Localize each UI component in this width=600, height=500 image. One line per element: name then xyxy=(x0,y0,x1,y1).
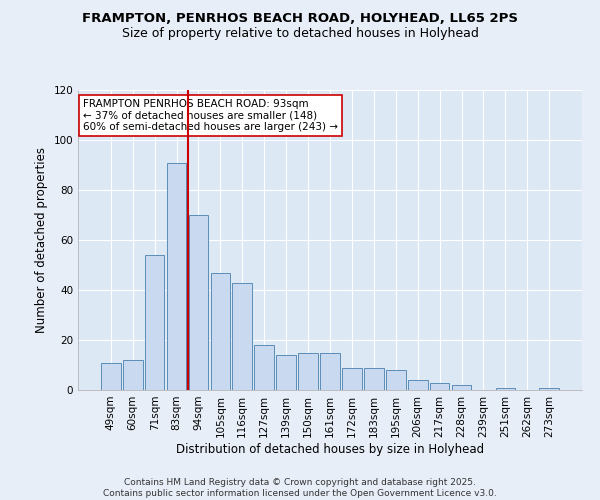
Bar xyxy=(342,368,362,390)
Bar xyxy=(123,360,143,390)
Bar xyxy=(496,388,515,390)
Bar xyxy=(211,272,230,390)
Y-axis label: Number of detached properties: Number of detached properties xyxy=(35,147,48,333)
Bar xyxy=(276,355,296,390)
Bar xyxy=(254,345,274,390)
X-axis label: Distribution of detached houses by size in Holyhead: Distribution of detached houses by size … xyxy=(176,442,484,456)
Bar xyxy=(364,368,384,390)
Bar xyxy=(167,162,187,390)
Bar xyxy=(145,255,164,390)
Bar xyxy=(452,385,472,390)
Text: Contains HM Land Registry data © Crown copyright and database right 2025.
Contai: Contains HM Land Registry data © Crown c… xyxy=(103,478,497,498)
Bar xyxy=(386,370,406,390)
Bar xyxy=(188,215,208,390)
Bar xyxy=(101,362,121,390)
Bar xyxy=(539,388,559,390)
Bar xyxy=(298,352,318,390)
Text: Size of property relative to detached houses in Holyhead: Size of property relative to detached ho… xyxy=(122,28,478,40)
Bar xyxy=(408,380,428,390)
Text: FRAMPTON, PENRHOS BEACH ROAD, HOLYHEAD, LL65 2PS: FRAMPTON, PENRHOS BEACH ROAD, HOLYHEAD, … xyxy=(82,12,518,26)
Text: FRAMPTON PENRHOS BEACH ROAD: 93sqm
← 37% of detached houses are smaller (148)
60: FRAMPTON PENRHOS BEACH ROAD: 93sqm ← 37%… xyxy=(83,99,338,132)
Bar xyxy=(232,282,252,390)
Bar xyxy=(320,352,340,390)
Bar xyxy=(430,382,449,390)
